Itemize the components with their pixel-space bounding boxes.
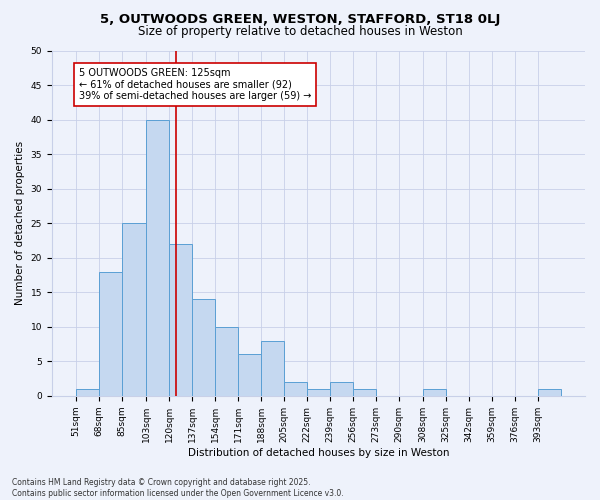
Bar: [353, 389, 376, 396]
Bar: [238, 354, 261, 396]
Bar: [146, 120, 169, 396]
Bar: [122, 224, 146, 396]
Text: 5 OUTWOODS GREEN: 125sqm
← 61% of detached houses are smaller (92)
39% of semi-d: 5 OUTWOODS GREEN: 125sqm ← 61% of detach…: [79, 68, 311, 102]
Y-axis label: Number of detached properties: Number of detached properties: [15, 142, 25, 306]
Bar: [261, 340, 284, 396]
Bar: [99, 272, 122, 396]
Bar: [284, 382, 307, 396]
Bar: [192, 300, 215, 396]
Bar: [330, 382, 353, 396]
Bar: [307, 389, 330, 396]
Text: Size of property relative to detached houses in Weston: Size of property relative to detached ho…: [137, 25, 463, 38]
Text: Contains HM Land Registry data © Crown copyright and database right 2025.
Contai: Contains HM Land Registry data © Crown c…: [12, 478, 344, 498]
Bar: [76, 389, 99, 396]
Bar: [538, 389, 561, 396]
Bar: [215, 327, 238, 396]
Bar: [423, 389, 446, 396]
X-axis label: Distribution of detached houses by size in Weston: Distribution of detached houses by size …: [188, 448, 449, 458]
Text: 5, OUTWOODS GREEN, WESTON, STAFFORD, ST18 0LJ: 5, OUTWOODS GREEN, WESTON, STAFFORD, ST1…: [100, 12, 500, 26]
Bar: [169, 244, 192, 396]
